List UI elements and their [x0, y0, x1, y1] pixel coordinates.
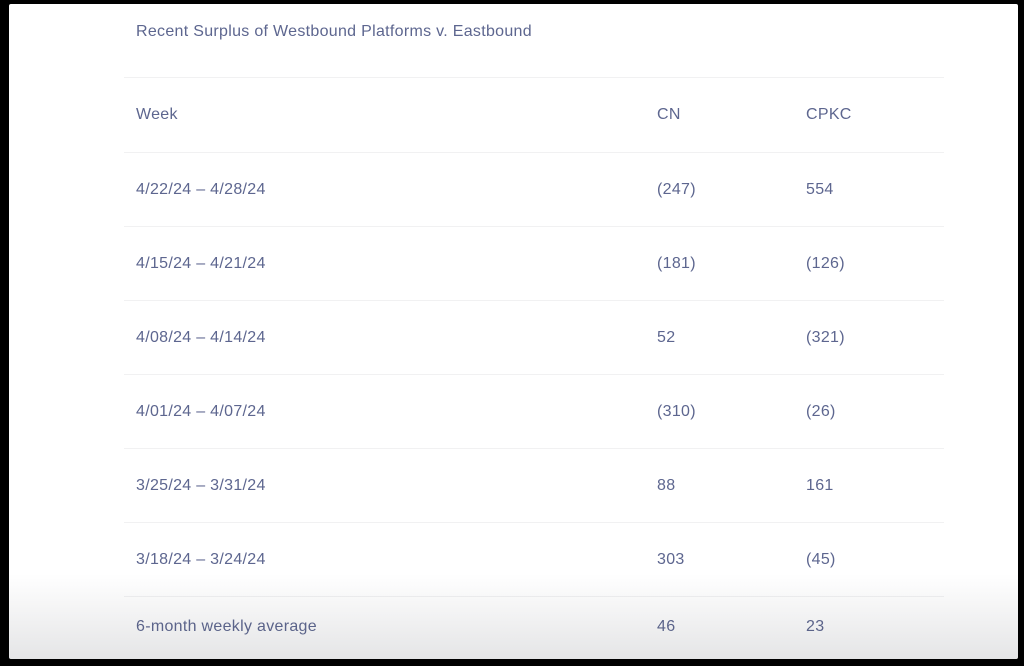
week-cell: 4/15/24 – 4/21/24 [124, 226, 657, 301]
column-header-cn: CN [657, 77, 806, 153]
page-title: Recent Surplus of Westbound Platforms v.… [136, 23, 532, 40]
week-cell: 4/22/24 – 4/28/24 [124, 152, 657, 227]
cpkc-cell: (45) [806, 522, 944, 597]
week-cell: 3/25/24 – 3/31/24 [124, 448, 657, 523]
cpkc-cell: (321) [806, 300, 944, 375]
surplus-table: Week CN CPKC 4/22/24 – 4/28/24 (247) 554… [124, 77, 944, 657]
cn-cell: 88 [657, 448, 806, 523]
cpkc-cell: 554 [806, 152, 944, 227]
page-background: Recent Surplus of Westbound Platforms v.… [9, 4, 1018, 659]
table-row: 4/15/24 – 4/21/24 (181) (126) [124, 226, 944, 301]
week-cell: 4/01/24 – 4/07/24 [124, 374, 657, 449]
table-row: 4/22/24 – 4/28/24 (247) 554 [124, 152, 944, 227]
week-cell: 3/18/24 – 3/24/24 [124, 522, 657, 597]
table-footer-row: 6-month weekly average 46 23 [124, 596, 944, 657]
table-row: 4/01/24 – 4/07/24 (310) (26) [124, 374, 944, 449]
cn-cell: 303 [657, 522, 806, 597]
table-header-row: Week CN CPKC [124, 77, 944, 153]
cpkc-cell: (26) [806, 374, 944, 449]
cn-cell: (181) [657, 226, 806, 301]
table-row: 4/08/24 – 4/14/24 52 (321) [124, 300, 944, 375]
table-row: 3/25/24 – 3/31/24 88 161 [124, 448, 944, 523]
cn-cell: 52 [657, 300, 806, 375]
cn-cell: (247) [657, 152, 806, 227]
footer-label-cell: 6-month weekly average [124, 596, 657, 657]
cn-cell: (310) [657, 374, 806, 449]
column-header-cpkc: CPKC [806, 77, 944, 153]
table-row: 3/18/24 – 3/24/24 303 (45) [124, 522, 944, 597]
footer-cpkc-cell: 23 [806, 596, 944, 657]
column-header-week: Week [124, 77, 657, 153]
table-section: Recent Surplus of Westbound Platforms v.… [124, 4, 944, 657]
week-cell: 4/08/24 – 4/14/24 [124, 300, 657, 375]
cpkc-cell: (126) [806, 226, 944, 301]
footer-cn-cell: 46 [657, 596, 806, 657]
cpkc-cell: 161 [806, 448, 944, 523]
